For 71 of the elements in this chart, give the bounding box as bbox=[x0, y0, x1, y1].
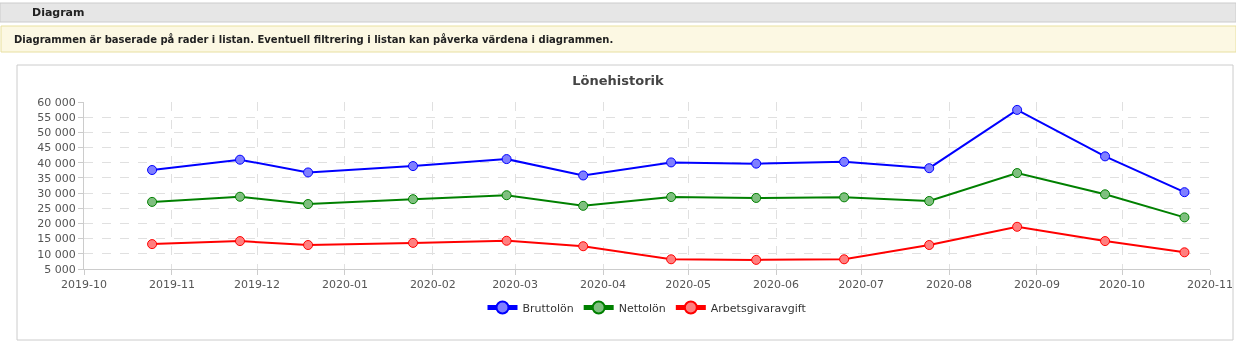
y-tick-label: 10 000 bbox=[37, 247, 76, 261]
point bbox=[751, 254, 762, 265]
x-tick-label: 2020-07 bbox=[838, 278, 885, 292]
x-tick-label: 2020-08 bbox=[926, 278, 973, 292]
y-tick-label: 25 000 bbox=[37, 202, 76, 216]
x-tick-label: 2020-02 bbox=[409, 278, 456, 292]
point bbox=[1179, 212, 1190, 223]
legend-label: Arbetsgivaravgift bbox=[710, 301, 807, 315]
y-tick-label: 35 000 bbox=[37, 171, 76, 185]
point bbox=[1100, 189, 1111, 200]
x-tick-label: 2019-10 bbox=[61, 278, 107, 292]
point bbox=[751, 192, 762, 203]
point bbox=[1179, 247, 1190, 258]
point bbox=[501, 235, 512, 246]
point bbox=[303, 167, 314, 178]
y-tick-label: 5 000 bbox=[44, 262, 76, 276]
point bbox=[924, 195, 935, 206]
point bbox=[1100, 236, 1111, 247]
point bbox=[578, 170, 589, 181]
point bbox=[303, 199, 314, 210]
point bbox=[147, 165, 158, 176]
y-tick-label: 45 000 bbox=[37, 141, 76, 155]
point bbox=[839, 156, 850, 167]
point bbox=[1012, 104, 1023, 115]
point bbox=[147, 239, 158, 250]
y-tick-label: 20 000 bbox=[37, 217, 76, 231]
x-tick-label: 2020-06 bbox=[753, 278, 800, 292]
legend-label: Bruttolön bbox=[522, 301, 574, 315]
point bbox=[408, 161, 419, 172]
y-tick-label: 50 000 bbox=[37, 126, 76, 140]
point bbox=[408, 237, 419, 248]
y-tick-label: 30 000 bbox=[37, 186, 76, 200]
point bbox=[1012, 221, 1023, 232]
point bbox=[234, 191, 245, 202]
point bbox=[578, 200, 589, 211]
point bbox=[501, 190, 512, 201]
x-tick-label: 2020-10 bbox=[1099, 278, 1146, 292]
x-tick-label: 2020-03 bbox=[492, 278, 539, 292]
point bbox=[147, 196, 158, 207]
point bbox=[666, 254, 677, 265]
x-tick-label: 2020-01 bbox=[321, 278, 368, 292]
text: Diagrammen är baserade på rader i listan. Eventuell filtrering i listan kan påverka värdena i diagrammen. bbox=[14, 33, 614, 45]
x-tick-label: 2019-11 bbox=[148, 278, 195, 292]
chart-title: Lönehistorik bbox=[572, 72, 665, 88]
y-tick-label: 15 000 bbox=[37, 232, 76, 246]
point bbox=[839, 254, 850, 265]
x-tick-label: 2020-05 bbox=[665, 278, 712, 292]
point bbox=[751, 158, 762, 169]
point bbox=[408, 194, 419, 205]
y-tick-label: 60 000 bbox=[37, 95, 76, 109]
point bbox=[666, 157, 677, 168]
x-tick-label: 2019-12 bbox=[234, 278, 280, 292]
x-tick-label: 2020-09 bbox=[1014, 278, 1060, 292]
point bbox=[1179, 187, 1190, 198]
point bbox=[1012, 168, 1023, 179]
point bbox=[578, 241, 589, 252]
y-tick-label: 40 000 bbox=[37, 156, 76, 170]
legend-label: Nettolön bbox=[618, 301, 666, 315]
point bbox=[666, 192, 677, 203]
point bbox=[501, 154, 512, 165]
point bbox=[1100, 151, 1111, 162]
text: Diagram bbox=[32, 6, 85, 19]
x-tick-label: 2020-11 bbox=[1187, 278, 1233, 292]
point bbox=[924, 163, 935, 174]
y-tick-label: 55 000 bbox=[37, 111, 76, 125]
point bbox=[924, 240, 935, 251]
point bbox=[234, 154, 245, 165]
point bbox=[839, 192, 850, 203]
point bbox=[234, 236, 245, 247]
point bbox=[303, 240, 314, 251]
x-tick-label: 2020-04 bbox=[580, 278, 627, 292]
